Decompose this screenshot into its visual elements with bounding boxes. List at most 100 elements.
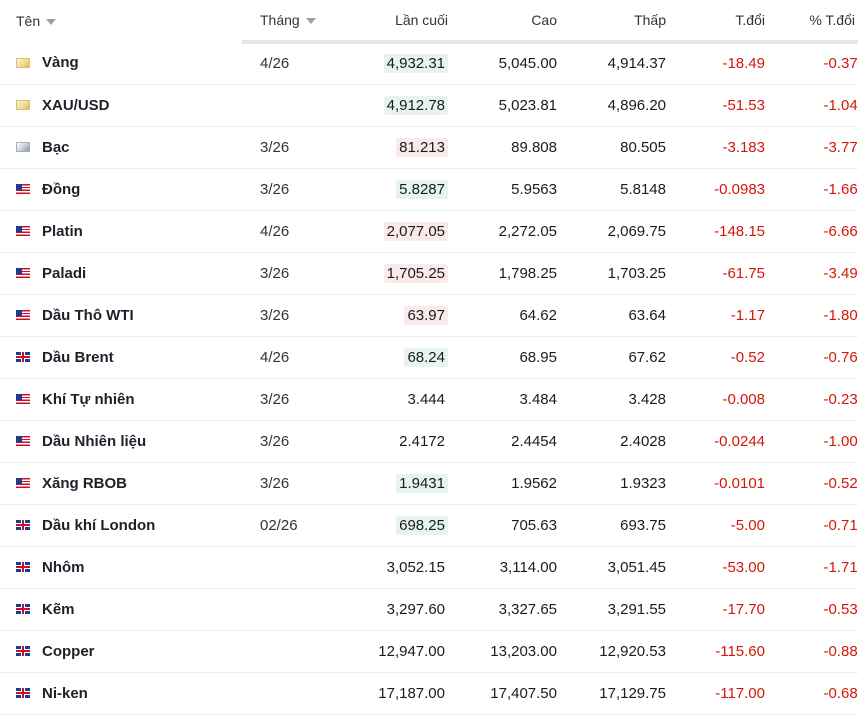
cell-pct-change: -0.88% <box>823 642 858 660</box>
column-header-name[interactable]: Tên <box>0 0 242 42</box>
cell-month: 3/26 <box>260 138 290 156</box>
name-wrap: Bạc <box>16 139 242 156</box>
table-row[interactable]: Đồng 3/26 5.8287 5.9563 5.8148 -0.0983 -1.66% <box>0 168 858 210</box>
instrument-link[interactable]: Paladi <box>42 264 87 282</box>
table-row[interactable]: Platin 4/26 2,077.05 2,272.05 2,069.75 -148.1… <box>0 210 858 252</box>
cell-name: Khí Tự nhiên <box>0 378 242 420</box>
column-header-low-label: Thấp <box>634 12 666 28</box>
column-header-high[interactable]: Cao <box>448 0 557 44</box>
column-header-name-label: Tên <box>16 13 41 29</box>
instrument-link[interactable]: Vàng <box>42 54 79 72</box>
column-header-change[interactable]: T.đổi <box>666 0 765 44</box>
instrument-link[interactable]: Kẽm <box>42 600 75 618</box>
column-header-month[interactable]: Tháng <box>242 0 350 44</box>
cell-last: 12,947.00 <box>350 630 448 672</box>
cell-month: 3/26 <box>260 474 290 492</box>
cell-last: 2.4172 <box>350 420 448 462</box>
instrument-link[interactable]: Dầu Thô WTI <box>42 306 134 324</box>
table-row[interactable]: Vàng 4/26 4,932.31 5,045.00 4,914.37 -18.49 -0… <box>0 42 858 84</box>
uk-flag-icon <box>16 604 30 614</box>
cell-low: 4,896.20 <box>607 96 666 114</box>
cell-last: 4,932.31 <box>350 42 448 84</box>
name-wrap: Dầu Brent <box>16 349 242 366</box>
cell-name: Platin <box>0 210 242 252</box>
column-header-pct-change[interactable]: % T.đổi <box>765 0 858 44</box>
cell-name: Xăng RBOB <box>0 462 242 504</box>
us-flag-icon <box>16 226 30 236</box>
instrument-link[interactable]: Copper <box>42 642 95 660</box>
instrument-link[interactable]: Bạc <box>42 138 70 156</box>
table-row[interactable]: Dầu Nhiên liệu 3/26 2.4172 2.4454 2.4028 -0.0… <box>0 420 858 462</box>
cell-high: 2,272.05 <box>498 222 557 240</box>
table-row[interactable]: Dầu Brent 4/26 68.24 68.95 67.62 -0.52 -0.76% <box>0 336 858 378</box>
cell-last: 1.9431 <box>350 462 448 504</box>
instrument-link[interactable]: Đồng <box>42 180 81 198</box>
table-row[interactable]: Nhôm 3,052.15 3,114.00 3,051.45 -53.00 -1.71% <box>0 546 858 588</box>
cell-pct-change: -0.37% <box>823 55 858 73</box>
cell-change: -0.0983 <box>714 180 765 198</box>
table-row[interactable]: Kẽm 3,297.60 3,327.65 3,291.55 -17.70 -0.53% <box>0 588 858 630</box>
name-wrap: Paladi <box>16 265 242 282</box>
uk-flag-icon <box>16 646 30 656</box>
cell-name: Ni-ken <box>0 672 242 714</box>
last-price: 63.97 <box>404 305 448 325</box>
name-wrap: Xăng RBOB <box>16 475 242 492</box>
us-flag-icon <box>16 394 30 404</box>
instrument-link[interactable]: Dầu khí London <box>42 516 156 534</box>
instrument-link[interactable]: Khí Tự nhiên <box>42 390 135 408</box>
instrument-link[interactable]: Platin <box>42 222 83 240</box>
name-wrap: Vàng <box>16 54 242 71</box>
last-price: 3,052.15 <box>386 558 445 576</box>
cell-month: 02/26 <box>260 516 298 534</box>
table-row[interactable]: Paladi 3/26 1,705.25 1,798.25 1,703.25 -61.75… <box>0 252 858 294</box>
cell-high: 2.4454 <box>511 432 557 450</box>
table-row[interactable]: Khí Tự nhiên 3/26 3.444 3.484 3.428 -0.008 -0.… <box>0 378 858 420</box>
cell-low: 2.4028 <box>620 432 666 450</box>
cell-pct-change: -0.52% <box>823 474 858 492</box>
instrument-link[interactable]: Nhôm <box>42 558 85 576</box>
instrument-link[interactable]: Dầu Nhiên liệu <box>42 432 147 450</box>
cell-name: Dầu Nhiên liệu <box>0 420 242 462</box>
last-price: 1,705.25 <box>383 263 448 283</box>
table-row[interactable]: Bạc 3/26 81.213 89.808 80.505 -3.183 -3.77% <box>0 126 858 168</box>
name-wrap: Platin <box>16 223 242 240</box>
cell-high: 1.9562 <box>511 474 557 492</box>
column-header-last-label: Lần cuối <box>395 12 448 28</box>
cell-pct-change: -1.66% <box>823 180 858 198</box>
instrument-link[interactable]: Ni-ken <box>42 684 88 702</box>
us-flag-icon <box>16 268 30 278</box>
cell-change: -0.0101 <box>714 474 765 492</box>
cell-low: 1,703.25 <box>607 264 666 282</box>
cell-name: Paladi <box>0 252 242 294</box>
table-row[interactable]: Copper 12,947.00 13,203.00 12,920.53 -115.60… <box>0 630 858 672</box>
sort-caret-icon[interactable] <box>305 18 316 25</box>
instrument-link[interactable]: Xăng RBOB <box>42 474 128 492</box>
cell-pct-change: -1.71% <box>823 558 858 576</box>
last-price: 3.444 <box>407 390 445 408</box>
last-price: 2,077.05 <box>383 221 448 241</box>
table-row[interactable]: Dầu Thô WTI 3/26 63.97 64.62 63.64 -1.17 -1.80… <box>0 294 858 336</box>
table-row[interactable]: Dầu khí London 02/26 698.25 705.63 693.75 -5.… <box>0 504 858 546</box>
table-row[interactable]: Xăng RBOB 3/26 1.9431 1.9562 1.9323 -0.0101 -0… <box>0 462 858 504</box>
column-header-last[interactable]: Lần cuối <box>350 0 448 44</box>
instrument-link[interactable]: Dầu Brent <box>42 348 114 366</box>
cell-change: -0.0244 <box>714 432 765 450</box>
cell-month: 3/26 <box>260 264 290 282</box>
cell-change: -17.70 <box>722 600 765 618</box>
cell-high: 17,407.50 <box>490 684 557 702</box>
cell-name: XAU/USD <box>0 84 242 126</box>
gold-icon <box>16 57 30 68</box>
uk-flag-icon <box>16 688 30 698</box>
last-price: 12,947.00 <box>378 642 445 660</box>
table-row[interactable]: Ni-ken 17,187.00 17,407.50 17,129.75 -117.00… <box>0 672 858 714</box>
instrument-link[interactable]: XAU/USD <box>42 96 110 114</box>
table-row[interactable]: XAU/USD 4,912.78 5,023.81 4,896.20 -51.53 -1.… <box>0 84 858 126</box>
name-wrap: Copper <box>16 643 242 660</box>
column-header-low[interactable]: Thấp <box>557 0 666 44</box>
cell-month <box>242 546 350 588</box>
sort-caret-icon[interactable] <box>46 19 57 26</box>
gold-icon <box>16 100 30 110</box>
cell-name: Dầu khí London <box>0 504 242 546</box>
cell-last: 5.8287 <box>350 168 448 210</box>
cell-high: 3,327.65 <box>498 600 557 618</box>
